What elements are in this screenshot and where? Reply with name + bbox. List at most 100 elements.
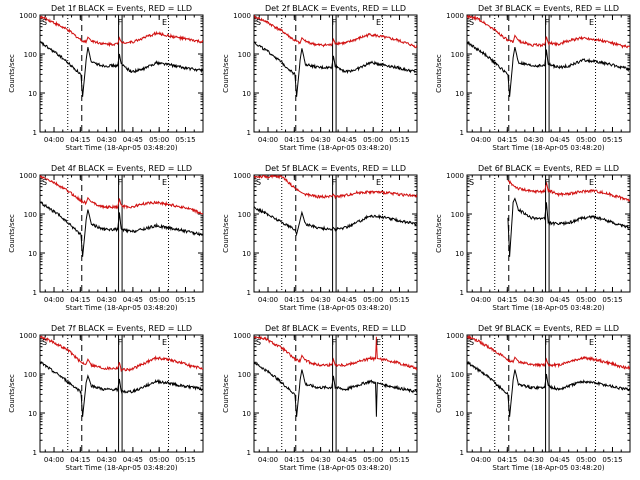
y-tick-label: 100 xyxy=(451,371,464,379)
x-tick-label: 04:30 xyxy=(311,136,331,144)
events-series-line xyxy=(254,41,417,97)
lld-series-line xyxy=(254,15,417,49)
x-tick-label: 04:00 xyxy=(44,136,64,144)
y-tick-label: 100 xyxy=(451,211,464,219)
y-tick-label: 1000 xyxy=(19,12,37,20)
x-tick-label: 05:15 xyxy=(602,136,622,144)
x-axis-label: Start Time (18-Apr-05 03:48:20) xyxy=(65,464,177,472)
y-axis-label: Counts/sec xyxy=(8,214,16,253)
x-tick-label: 05:15 xyxy=(602,456,622,464)
x-axis-label: Start Time (18-Apr-05 03:48:20) xyxy=(279,464,391,472)
y-tick-label: 1 xyxy=(33,449,37,457)
x-tick-label: 04:00 xyxy=(258,296,278,304)
series-group xyxy=(507,179,630,257)
phase-marker-label: E xyxy=(162,338,167,347)
phase-marker-label: E xyxy=(162,178,167,187)
chart-title: Det 9f BLACK = Events, RED = LLD xyxy=(478,324,619,333)
y-tick-label: 1 xyxy=(247,289,251,297)
x-tick-label: 04:30 xyxy=(524,136,544,144)
events-series-line xyxy=(254,205,417,237)
phase-marker-label: F xyxy=(332,18,337,27)
x-tick-label: 04:15 xyxy=(70,456,90,464)
y-tick-label: 1000 xyxy=(233,172,251,180)
y-tick-label: 1000 xyxy=(19,332,37,340)
x-axis-label: Start Time (18-Apr-05 03:48:20) xyxy=(492,464,604,472)
x-tick-label: 04:15 xyxy=(497,296,517,304)
y-tick-label: 100 xyxy=(238,51,251,59)
plot-frame xyxy=(466,174,631,293)
x-tick-label: 04:00 xyxy=(44,456,64,464)
x-tick-label: 04:15 xyxy=(497,136,517,144)
plot-frame xyxy=(39,14,204,133)
y-tick-label: 1000 xyxy=(233,332,251,340)
phase-marker-label: F xyxy=(118,178,123,187)
series-group xyxy=(40,335,203,417)
chart-title: Det 2f BLACK = Events, RED = LLD xyxy=(265,4,406,13)
phase-marker-label: S xyxy=(256,338,261,347)
y-tick-label: 100 xyxy=(451,51,464,59)
y-tick-label: 1 xyxy=(460,449,464,457)
y-tick-label: 10 xyxy=(28,90,37,98)
phase-marker-label: S xyxy=(42,178,47,187)
x-tick-label: 05:15 xyxy=(175,136,195,144)
events-series-line xyxy=(40,360,203,417)
x-tick-label: 04:45 xyxy=(337,456,357,464)
detector-panel: Det 8f BLACK = Events, RED = LLD 1 10 100 10… xyxy=(222,324,418,472)
detector-panel: Det 6f BLACK = Events, RED = LLD 1 10 100 10… xyxy=(435,164,631,312)
x-tick-label: 04:45 xyxy=(550,136,570,144)
detector-panel: Det 7f BLACK = Events, RED = LLD 1 10 100 10… xyxy=(8,324,204,472)
y-tick-label: 1 xyxy=(247,449,251,457)
x-tick-label: 05:00 xyxy=(149,136,169,144)
plot-frame xyxy=(253,334,418,453)
y-tick-label: 1000 xyxy=(233,12,251,20)
y-tick-label: 10 xyxy=(455,410,464,418)
phase-marker-label: E xyxy=(162,18,167,27)
y-axis-label: Counts/sec xyxy=(222,54,230,93)
y-axis-label: Counts/sec xyxy=(8,54,16,93)
x-tick-label: 04:45 xyxy=(550,456,570,464)
y-tick-label: 10 xyxy=(242,90,251,98)
x-tick-label: 04:45 xyxy=(337,296,357,304)
x-tick-label: 04:00 xyxy=(471,456,491,464)
events-series-line xyxy=(467,360,630,417)
detector-panel: Det 9f BLACK = Events, RED = LLD 1 10 100 10… xyxy=(435,324,631,472)
chart-title: Det 5f BLACK = Events, RED = LLD xyxy=(265,164,406,173)
x-tick-label: 05:00 xyxy=(149,296,169,304)
x-tick-label: 05:00 xyxy=(363,296,383,304)
lld-series-line xyxy=(40,335,203,373)
x-tick-label: 05:00 xyxy=(576,296,596,304)
x-tick-label: 04:45 xyxy=(123,136,143,144)
phase-marker-label: S xyxy=(256,18,261,27)
plot-frame xyxy=(39,334,204,453)
x-tick-label: 04:45 xyxy=(337,136,357,144)
series-group xyxy=(254,175,417,237)
chart-title: Det 3f BLACK = Events, RED = LLD xyxy=(478,4,619,13)
x-tick-label: 05:15 xyxy=(175,296,195,304)
detector-panel: Det 4f BLACK = Events, RED = LLD 1 10 100 10… xyxy=(8,164,204,312)
x-tick-label: 04:30 xyxy=(97,456,117,464)
x-tick-label: 04:00 xyxy=(471,136,491,144)
y-tick-label: 1000 xyxy=(446,172,464,180)
x-tick-label: 04:30 xyxy=(311,456,331,464)
plot-frame xyxy=(39,174,204,293)
lld-series-line xyxy=(40,15,203,48)
lld-series-line xyxy=(507,179,630,203)
phase-marker-label: F xyxy=(545,178,550,187)
x-tick-label: 05:15 xyxy=(602,296,622,304)
series-group xyxy=(467,15,630,97)
y-tick-label: 1 xyxy=(247,129,251,137)
lld-series-line xyxy=(467,335,630,371)
plot-frame xyxy=(253,174,418,293)
series-group xyxy=(254,15,417,97)
x-tick-label: 04:45 xyxy=(123,296,143,304)
x-tick-label: 05:00 xyxy=(576,456,596,464)
y-tick-label: 10 xyxy=(455,90,464,98)
y-tick-label: 1 xyxy=(460,289,464,297)
y-tick-label: 1000 xyxy=(446,12,464,20)
events-series-line xyxy=(254,361,417,417)
detector-panel: Det 2f BLACK = Events, RED = LLD 1 10 100 10… xyxy=(222,4,418,152)
plot-frame xyxy=(466,334,631,453)
x-tick-label: 04:15 xyxy=(284,296,304,304)
y-tick-label: 10 xyxy=(28,250,37,258)
series-group xyxy=(40,15,203,97)
